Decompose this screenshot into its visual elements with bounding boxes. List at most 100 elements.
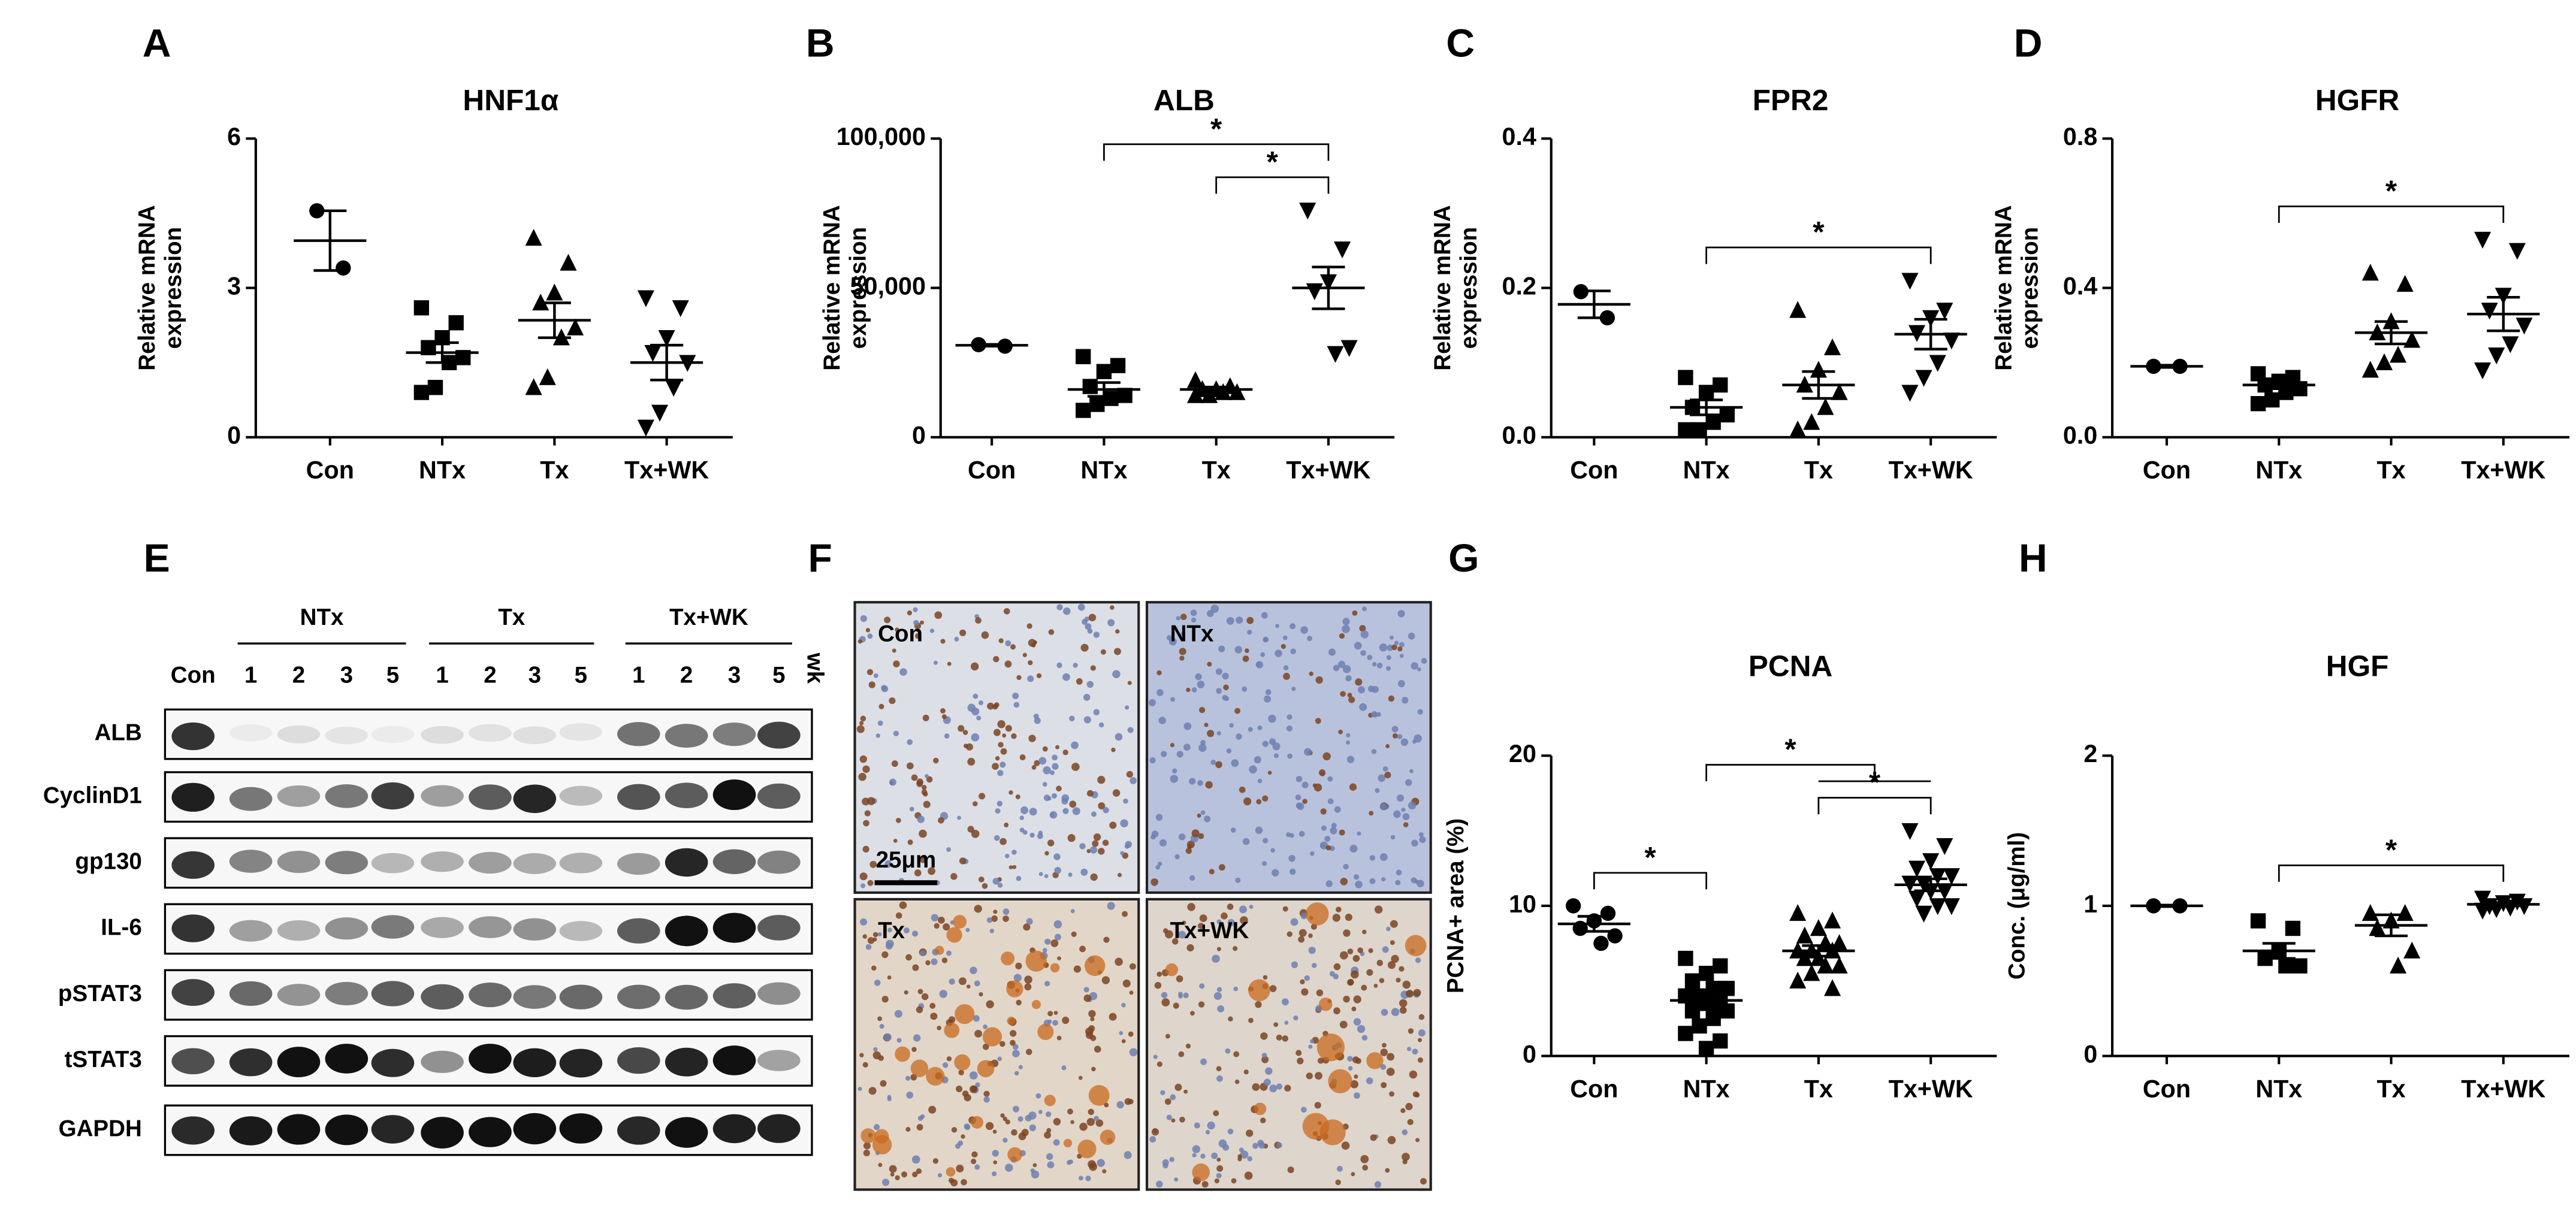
blot-band	[229, 850, 273, 873]
y-axis-label: PCNA+ area (%)	[1443, 818, 1469, 993]
nucleus	[1352, 954, 1360, 962]
nucleus	[1002, 1116, 1007, 1122]
nucleus	[1189, 778, 1196, 785]
nucleus	[1287, 1166, 1294, 1174]
nucleus	[1304, 975, 1310, 981]
x-tick-label: NTx	[2255, 1075, 2302, 1102]
nucleus	[931, 914, 939, 921]
nucleus	[1394, 640, 1399, 645]
nucleus	[999, 838, 1007, 845]
nucleus	[1264, 695, 1272, 703]
nucleus	[1281, 643, 1287, 649]
nucleus	[1166, 1114, 1172, 1120]
y-tick-label: 0	[912, 422, 926, 449]
nucleus	[1255, 826, 1263, 835]
nucleus	[1068, 1159, 1073, 1164]
stained-cell	[1405, 935, 1427, 957]
data-point	[2278, 958, 2294, 974]
nucleus	[1346, 755, 1355, 763]
group-label: Tx+WK	[669, 605, 748, 630]
nucleus	[868, 681, 875, 688]
nucleus	[1035, 1093, 1041, 1099]
nucleus	[1093, 631, 1100, 638]
nucleus	[1028, 735, 1036, 742]
nucleus	[1044, 851, 1049, 856]
nucleus	[1037, 833, 1043, 839]
nucleus	[1234, 1079, 1240, 1084]
nucleus	[989, 929, 995, 933]
nucleus	[1347, 979, 1354, 986]
data-point	[525, 378, 542, 395]
nucleus	[937, 1026, 941, 1030]
stained-cell	[1318, 998, 1333, 1011]
nucleus	[865, 628, 871, 633]
nucleus	[1273, 1022, 1279, 1027]
panel-letter: B	[806, 22, 835, 66]
nucleus	[1128, 1031, 1134, 1037]
nucleus	[1354, 1074, 1358, 1079]
nucleus	[1262, 795, 1269, 802]
nucleus	[1183, 992, 1189, 999]
data-point	[1901, 385, 1919, 402]
blot-band	[421, 1050, 464, 1074]
y-tick-label: 0.4	[1502, 123, 1536, 150]
nucleus	[921, 785, 927, 790]
data-point	[427, 380, 443, 395]
nucleus	[920, 620, 924, 625]
nucleus	[1414, 734, 1422, 743]
x-tick-label: Con	[968, 457, 1016, 484]
nucleus	[974, 980, 980, 987]
nucleus	[1028, 639, 1036, 647]
nucleus	[1390, 920, 1398, 928]
nucleus	[993, 909, 998, 914]
nucleus	[1227, 903, 1234, 910]
lane-label: 2	[484, 662, 496, 688]
nucleus	[906, 1091, 914, 1099]
nucleus	[1174, 1083, 1182, 1091]
nucleus	[916, 1006, 923, 1013]
nucleus	[1199, 914, 1207, 922]
nucleus	[1063, 607, 1071, 615]
nucleus	[1172, 768, 1177, 774]
nucleus	[889, 697, 896, 705]
nucleus	[964, 1123, 970, 1130]
nucleus	[1378, 774, 1385, 782]
data-point	[1089, 397, 1105, 412]
nucleus	[1417, 1057, 1424, 1063]
nucleus	[1289, 623, 1296, 630]
nucleus	[1092, 840, 1099, 847]
nucleus	[1200, 810, 1206, 815]
lane-label: 1	[632, 662, 645, 688]
nucleus	[970, 966, 977, 975]
nucleus	[1118, 872, 1122, 877]
nucleus	[1003, 608, 1010, 615]
nucleus	[893, 838, 898, 843]
nucleus	[1179, 648, 1186, 655]
blot-band	[171, 1116, 215, 1145]
nucleus	[1360, 650, 1366, 656]
nucleus	[1295, 794, 1301, 800]
blot-band	[325, 727, 369, 745]
nucleus	[1244, 1171, 1253, 1180]
nucleus	[1369, 855, 1376, 861]
nucleus	[895, 912, 902, 919]
nucleus	[1017, 1116, 1023, 1122]
nucleus	[1409, 769, 1414, 773]
nucleus	[1061, 1065, 1067, 1071]
nucleus	[992, 878, 999, 885]
nucleus	[1078, 1075, 1083, 1080]
nucleus	[946, 847, 951, 852]
nucleus	[875, 733, 881, 738]
nucleus	[1070, 1120, 1074, 1125]
data-point	[336, 260, 351, 276]
nucleus	[1403, 822, 1409, 827]
nucleus	[1332, 914, 1340, 922]
data-point	[1678, 370, 1693, 385]
nucleus	[1402, 697, 1409, 704]
nucleus	[976, 715, 982, 721]
x-tick-label: Tx	[1804, 1075, 1833, 1102]
nucleus	[1402, 980, 1411, 989]
nucleus	[1053, 1011, 1058, 1015]
x-tick-label: Con	[1570, 457, 1618, 484]
data-point	[1593, 935, 1609, 951]
